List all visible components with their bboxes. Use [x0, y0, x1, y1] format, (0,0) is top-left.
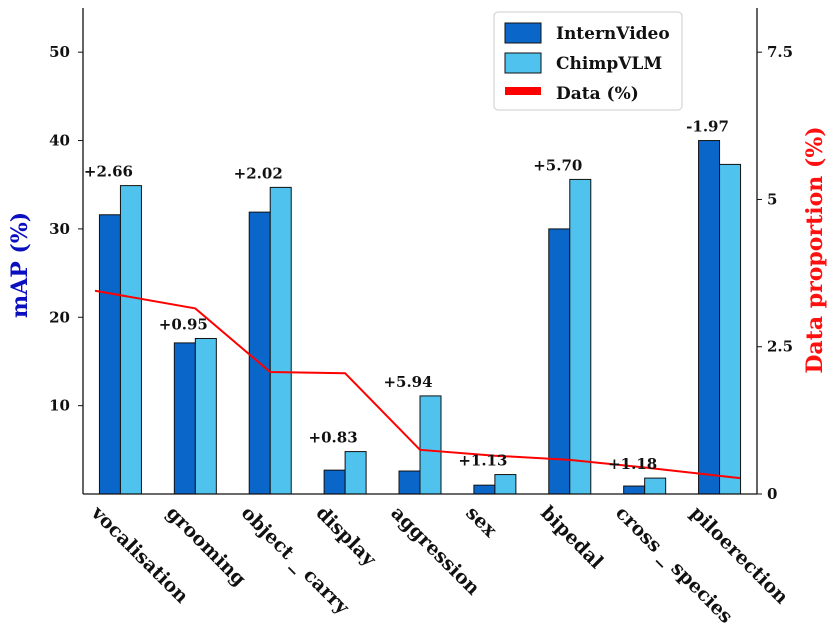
right-tick-label-5: 5	[767, 190, 777, 208]
bar-internvideo-aggression	[398, 470, 421, 495]
bar-internvideo-piloerection	[698, 140, 721, 495]
right-tick-label-2.5: 2.5	[767, 338, 793, 356]
labels-group: 10 20 30 40 50 0 2.5 5 7.5 +2.66 +0.95 +2.02 +0.83 +5…	[49, 43, 793, 623]
delta-label-piloerection: -1.97	[686, 118, 729, 136]
delta-label-aggression: +5.94	[383, 373, 432, 391]
legend-label-internvideo: InternVideo	[556, 24, 670, 44]
bar-internvideo-sex	[473, 484, 496, 495]
bar-internvideo-grooming	[173, 342, 196, 495]
bar-chimpvlm-grooming	[194, 337, 217, 495]
left-tick-label-20: 20	[49, 308, 70, 326]
data-proportion-line	[94, 289, 741, 480]
category-label-bipedal: bipedal	[536, 502, 607, 573]
delta-label-grooming: +0.95	[159, 315, 208, 333]
bars-group	[98, 140, 742, 495]
legend-label-chimpvlm: ChimpVLM	[556, 54, 662, 74]
legend-swatch-internvideo	[504, 22, 542, 44]
delta-label-vocalisation: +2.66	[84, 163, 133, 181]
bar-internvideo-vocalisation	[98, 214, 121, 495]
left-tick-label-40: 40	[49, 132, 70, 150]
right-axis-title: Data proportion (%)	[802, 126, 828, 373]
bar-internvideo-object_carry	[248, 211, 271, 495]
delta-label-display: +0.83	[309, 429, 358, 447]
left-tick-label-50: 50	[49, 43, 70, 61]
category-label-sex: sex	[461, 502, 501, 542]
delta-label-cross_species: +1.18	[608, 455, 657, 473]
bar-chimpvlm-piloerection	[719, 163, 742, 495]
delta-label-bipedal: +5.70	[533, 156, 582, 174]
left-tick-label-10: 10	[49, 397, 70, 415]
legend: InternVideo ChimpVLM Data (%)	[493, 11, 683, 111]
bar-chimpvlm-cross_species	[644, 477, 667, 495]
axes-group	[78, 8, 762, 495]
bar-internvideo-cross_species	[623, 485, 646, 495]
right-tick-label-0: 0	[767, 485, 777, 503]
right-tick-label-7.5: 7.5	[767, 43, 793, 61]
bar-chimpvlm-aggression	[419, 395, 442, 495]
data-line-group	[94, 289, 741, 480]
bar-chimpvlm-vocalisation	[119, 185, 142, 495]
bar-chimpvlm-sex	[494, 474, 517, 495]
legend-swatch-data	[505, 87, 541, 95]
bar-internvideo-bipedal	[548, 228, 571, 495]
bar-chimpvlm-bipedal	[569, 178, 592, 495]
bar-internvideo-display	[323, 469, 346, 495]
legend-swatch-chimpvlm	[504, 52, 542, 74]
left-tick-label-30: 30	[49, 220, 70, 238]
left-axis-title: mAP (%)	[7, 212, 33, 318]
category-label-display: display	[312, 502, 381, 571]
bar-chimpvlm-object_carry	[269, 186, 292, 495]
delta-label-object_carry: +2.02	[234, 164, 283, 182]
bar-chimpvlm-display	[344, 451, 367, 495]
delta-label-sex: +1.13	[458, 452, 507, 470]
legend-label-data: Data (%)	[556, 84, 639, 104]
